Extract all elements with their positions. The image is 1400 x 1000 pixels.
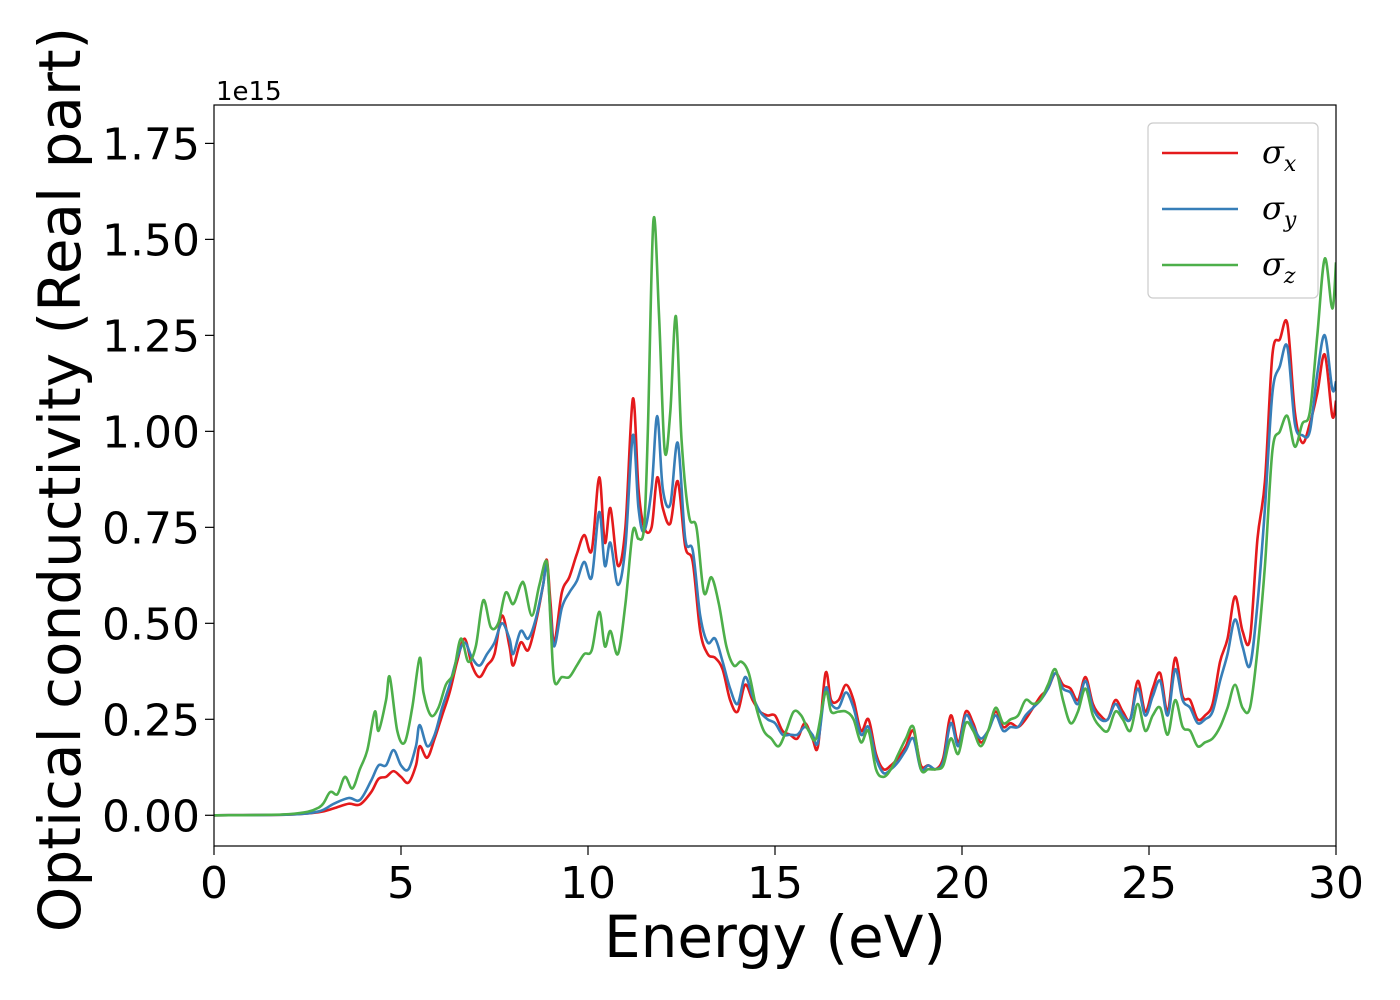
- series-line-z: [214, 216, 1336, 817]
- series-layer: [214, 216, 1336, 817]
- legend-label-y: σy: [1262, 189, 1297, 233]
- y-tick-label: 1.25: [102, 311, 200, 362]
- y-axis-title: Optical conductivity (Real part): [26, 27, 94, 932]
- x-tick-label: 15: [747, 858, 803, 909]
- x-tick-label: 5: [387, 858, 415, 909]
- x-tick-label: 20: [934, 858, 990, 909]
- legend-label-z: σz: [1262, 245, 1296, 289]
- x-axis-title: Energy (eV): [604, 903, 946, 971]
- legend-box: [1147, 122, 1319, 299]
- x-axis: 0 5 10 15 20 25 30: [200, 846, 1364, 909]
- x-tick-label: 25: [1121, 858, 1177, 909]
- x-tick-label: 0: [200, 858, 228, 909]
- y-tick-label: 0.00: [102, 791, 200, 842]
- legend-label-x: σx: [1262, 133, 1297, 177]
- y-tick-label: 1.75: [102, 119, 200, 170]
- legend: σx σy σz: [1147, 122, 1319, 299]
- x-tick-label: 30: [1308, 858, 1364, 909]
- x-tick-label: 10: [560, 858, 616, 909]
- y-tick-label: 1.00: [102, 407, 200, 458]
- y-tick-label: 0.75: [102, 503, 200, 554]
- y-tick-label: 0.50: [102, 599, 200, 650]
- y-tick-label: 0.25: [102, 695, 200, 746]
- y-offset-label: 1e15: [216, 77, 282, 107]
- y-axis: 0.00 0.25 0.50 0.75 1.00 1.25 1.50 1.75: [102, 119, 214, 842]
- series-line-y: [214, 334, 1336, 817]
- y-tick-label: 1.50: [102, 215, 200, 266]
